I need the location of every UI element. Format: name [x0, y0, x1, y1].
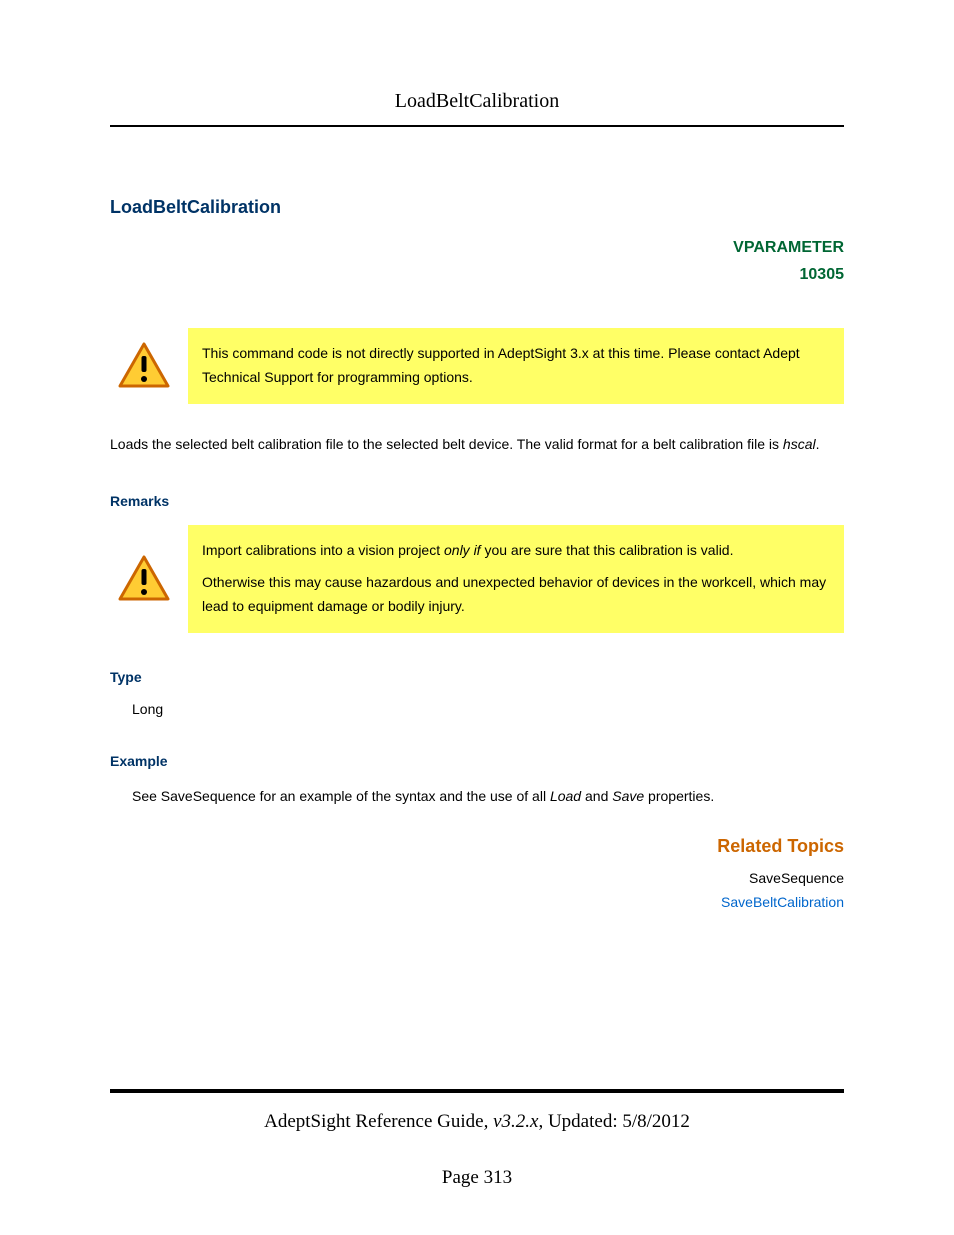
related-topics-list: SaveSequence SaveBeltCalibration: [110, 867, 844, 915]
remarks-line1-suffix: you are sure that this calibration is va…: [481, 542, 734, 558]
warning-icon-cell: [110, 545, 178, 613]
warning-icon-cell: [110, 332, 178, 400]
description-italic: hscal: [783, 436, 816, 452]
remarks-line1: Import calibrations into a vision projec…: [202, 539, 830, 563]
page-title: LoadBeltCalibration: [110, 197, 844, 218]
example-mid: and: [581, 788, 612, 804]
remarks-section: Remarks Import calibrations into a visio…: [110, 493, 844, 632]
type-value: Long: [110, 701, 844, 717]
related-item: SaveSequence: [110, 867, 844, 891]
remarks-line1-prefix: Import calibrations into a vision projec…: [202, 542, 444, 558]
page-number: Page 313: [110, 1167, 844, 1189]
description-text: Loads the selected belt calibration file…: [110, 432, 844, 457]
related-item-link[interactable]: SaveBeltCalibration: [110, 891, 844, 915]
parameter-code: 10305: [110, 261, 844, 288]
warning-icon: [118, 342, 170, 390]
description-prefix: Loads the selected belt calibration file…: [110, 436, 783, 452]
remarks-heading: Remarks: [110, 493, 844, 509]
type-heading: Type: [110, 669, 844, 685]
example-italic2: Save: [612, 788, 644, 804]
footer-updated: , Updated: 5/8/2012: [538, 1111, 689, 1132]
type-section: Type Long: [110, 669, 844, 717]
warning-text-1: This command code is not directly suppor…: [188, 328, 844, 404]
warning-note-1: This command code is not directly suppor…: [110, 328, 844, 404]
page-footer: AdeptSight Reference Guide, v3.2.x, Upda…: [110, 1089, 844, 1189]
example-text: See SaveSequence for an example of the s…: [110, 785, 844, 809]
example-heading: Example: [110, 753, 844, 769]
footer-version: , v3.2.x: [484, 1111, 539, 1132]
example-italic1: Load: [550, 788, 581, 804]
remarks-line1-italic: only if: [444, 542, 481, 558]
footer-guide-line: AdeptSight Reference Guide, v3.2.x, Upda…: [110, 1111, 844, 1133]
remarks-line2: Otherwise this may cause hazardous and u…: [202, 571, 830, 619]
parameter-label: VPARAMETER: [110, 234, 844, 261]
example-suffix: properties.: [644, 788, 714, 804]
warning-text-2: Import calibrations into a vision projec…: [188, 525, 844, 632]
footer-rule: [110, 1089, 844, 1093]
example-section: Example See SaveSequence for an example …: [110, 753, 844, 809]
warning-note-2: Import calibrations into a vision projec…: [110, 525, 844, 632]
footer-guide-prefix: AdeptSight Reference Guide: [264, 1111, 483, 1132]
example-prefix: See SaveSequence for an example of the s…: [132, 788, 550, 804]
header-title: LoadBeltCalibration: [110, 90, 844, 127]
warning-icon: [118, 555, 170, 603]
description-suffix: .: [816, 436, 820, 452]
parameter-box: VPARAMETER 10305: [110, 234, 844, 288]
related-topics-heading: Related Topics: [110, 836, 844, 857]
